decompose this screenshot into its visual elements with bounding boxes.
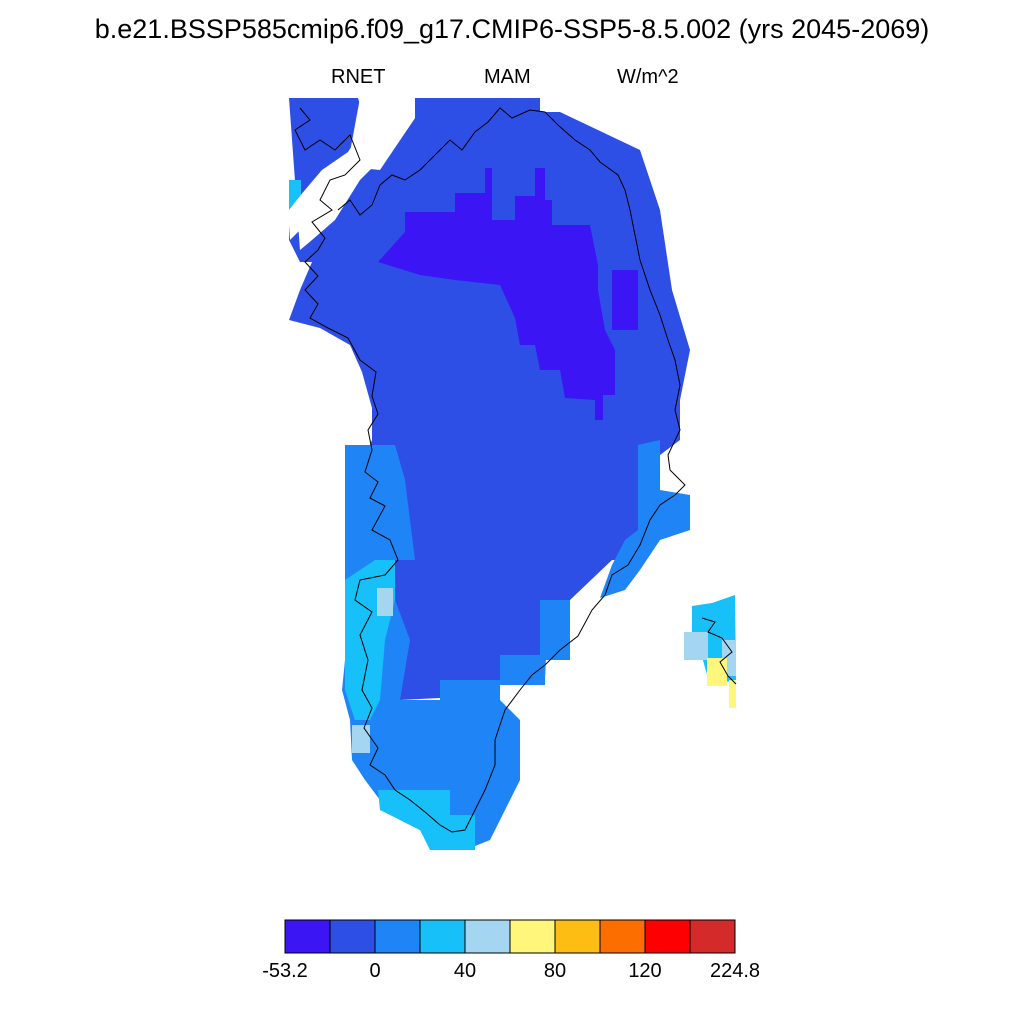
colorbar-box bbox=[509, 919, 556, 954]
colorbar-box bbox=[374, 919, 421, 954]
variable-label: RNET bbox=[331, 66, 386, 88]
colorbar-tick-label: 80 bbox=[543, 960, 567, 982]
colorbar-box bbox=[419, 919, 466, 954]
season-label: MAM bbox=[484, 66, 531, 88]
colorbar-tick-label: 0 bbox=[369, 960, 381, 982]
field-region-darkest bbox=[378, 168, 638, 420]
colorbar-box bbox=[554, 919, 601, 954]
colorbar-tick-label: 40 bbox=[453, 960, 477, 982]
open-water-gaps bbox=[289, 98, 415, 240]
field-region-light-blue bbox=[342, 440, 690, 850]
units-label: W/m^2 bbox=[617, 66, 679, 88]
coastline bbox=[294, 107, 737, 833]
colorbar-box bbox=[599, 919, 646, 954]
colorbar-box bbox=[689, 919, 736, 954]
colorbar-tick-label: 120 bbox=[628, 960, 662, 982]
field-region-pale-blue bbox=[352, 588, 736, 753]
colorbar-box bbox=[644, 919, 691, 954]
colorbar-box bbox=[284, 919, 331, 954]
colorbar-tick-label: 224.8 bbox=[709, 960, 761, 982]
map-title: b.e21.BSSP585cmip6.f09_g17.CMIP6-SSP5-8.… bbox=[94, 14, 930, 44]
colorbar-box bbox=[464, 919, 511, 954]
colorbar-tick-label: -53.2 bbox=[262, 960, 308, 982]
colorbar-box bbox=[329, 919, 376, 954]
